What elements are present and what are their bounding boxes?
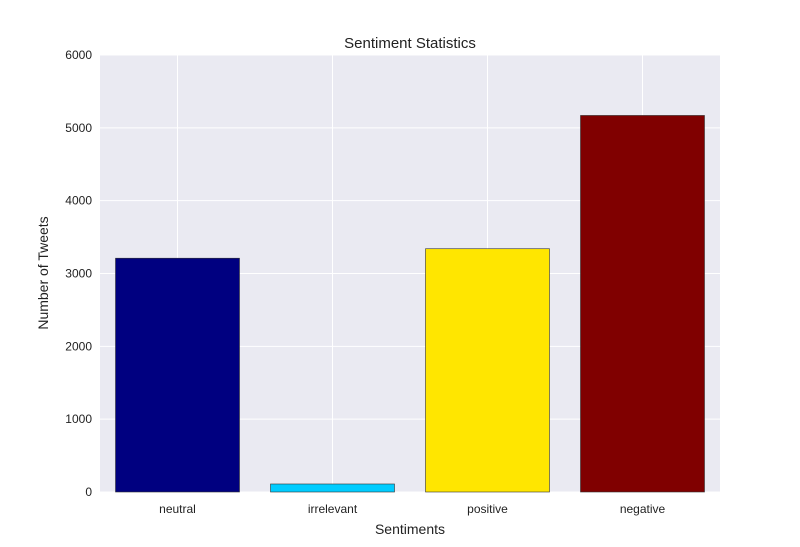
y-tick-label: 4000 [65, 194, 92, 208]
x-tick-labels: neutral irrelevant positive negative [159, 502, 665, 516]
bar-irrelevant [270, 483, 395, 493]
y-tick-label: 2000 [65, 339, 92, 353]
x-tick-label: negative [620, 502, 666, 516]
bars [115, 115, 705, 493]
bar-negative [580, 115, 705, 493]
x-tick-label: irrelevant [308, 502, 358, 516]
x-tick-label: neutral [159, 502, 196, 516]
y-tick-label: 5000 [65, 121, 92, 135]
y-axis-label: Number of Tweets [35, 216, 51, 329]
y-tick-labels: 0 1000 2000 3000 4000 5000 6000 [65, 48, 92, 499]
x-tick-label: positive [467, 502, 508, 516]
chart-title: Sentiment Statistics [344, 35, 476, 52]
bar-neutral [115, 257, 240, 493]
y-tick-label: 6000 [65, 48, 92, 62]
y-tick-label: 0 [85, 485, 92, 499]
y-tick-label: 1000 [65, 412, 92, 426]
bar-positive [425, 248, 550, 493]
x-axis-label: Sentiments [375, 521, 445, 537]
y-tick-label: 3000 [65, 267, 92, 281]
